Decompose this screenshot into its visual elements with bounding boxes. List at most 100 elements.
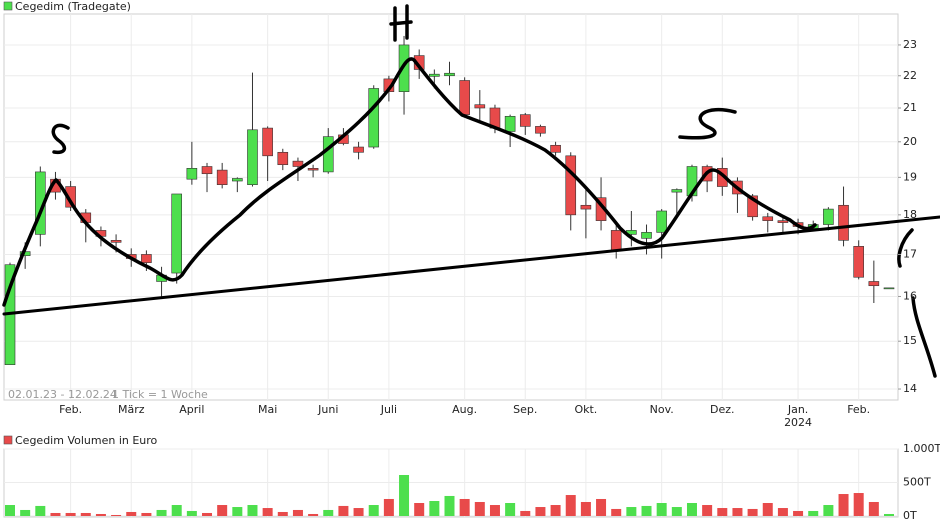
legend-swatch [3,435,13,445]
candle-body [232,178,243,182]
y-tick-label: 19 [903,170,917,183]
volume-bar [277,511,288,516]
neckline [2,215,940,316]
candle-body [429,73,440,77]
y-tick-label: 20 [903,135,917,148]
candle-body [398,44,410,92]
x-tick-label: Sep. [513,403,538,416]
shoulder-mark [51,123,70,155]
volume-bar [399,474,410,516]
volume-bar [884,513,894,516]
candle-body [322,136,334,173]
volume-bar [292,509,303,516]
shoulder-mark [678,107,737,140]
volume-bar [747,508,758,516]
volume-bar [777,508,788,516]
volume-bar [262,508,273,516]
volume-bar [353,508,364,516]
x-tick-label: Okt. [574,403,598,416]
volume-bar [95,513,106,516]
x-tick-label: Nov. [649,403,674,416]
volume-bar [50,512,61,516]
candle-body [550,144,561,153]
y-tick-label: 1.000T [903,442,940,455]
volume-bar [793,510,804,516]
volume-bar [35,505,46,516]
chart-title: Cegedim (Tradegate) [15,0,131,13]
hand-drawing [2,4,940,378]
volume-bar [626,507,637,516]
x-tick-label: Juni [318,403,339,416]
y-tick-label: 16 [903,289,917,302]
candle-body [186,168,198,180]
volume-bar [80,512,91,516]
candle-body [868,281,880,287]
volume-bar [338,505,349,516]
x-tick-label: Feb. [847,403,871,416]
x-tick-label: Jan. 2024 [784,403,813,429]
x-tick-label: März [117,403,145,416]
candle-body [853,246,864,278]
volume-bar [111,514,122,516]
y-tick-label: 17 [903,247,917,260]
candle-body [823,208,834,225]
volume-bar [762,503,773,516]
volume-bar [853,493,864,516]
x-tick-label: April [179,403,205,416]
range-label: 02.01.23 - 12.02.24 [8,388,117,401]
head-mark [389,4,413,42]
volume-bar [156,509,167,516]
candle-body [747,195,758,218]
candle-body [459,80,470,115]
volume-bar [535,507,546,516]
volume-bar [868,501,879,516]
volume-bar [308,513,319,516]
candle-body [444,72,455,77]
scribble [911,296,937,378]
volume-bar [671,507,682,516]
volume-bar [171,505,182,516]
candle-body [656,210,667,233]
candle-body [565,155,577,216]
x-tick-label: Mai [257,403,278,416]
volume-bar [247,505,258,516]
candle-body [777,220,789,223]
volume-bar [232,507,243,516]
y-tick-label: 21 [903,101,917,114]
x-tick-label: Feb. [59,403,83,416]
candle-body [519,114,531,127]
candle-body [262,127,273,157]
y-tick-label: 14 [903,382,917,395]
volume-bar [611,508,622,516]
candle-body [474,104,486,109]
candle-body [883,287,895,290]
candle-body [247,129,258,185]
candle-body [641,232,652,239]
candle-body [292,160,304,167]
volume-bar [656,503,667,516]
candle-body [216,169,228,185]
volume-bar [474,501,485,516]
volume-bar [20,509,31,516]
volume-bar [596,498,607,516]
candle-body [504,115,516,132]
x-tick-label: Juli [380,403,398,416]
candle-body [201,166,213,175]
y-tick-label: 15 [903,334,917,347]
volume-title: Cegedim Volumen in Euro [15,434,158,447]
volume-bar [641,505,652,516]
volume-bar [717,508,728,516]
y-tick-label: 0T [903,509,917,522]
volume-bar [459,498,470,516]
candle-body [277,151,289,166]
volume-bar [202,512,213,516]
candle-body [671,189,683,193]
candle-body [307,168,319,171]
volume-bar [186,510,197,516]
volume-bar [217,505,228,516]
volume-bar [520,510,531,516]
volume-bar [126,511,137,516]
volume-bar [65,512,76,516]
